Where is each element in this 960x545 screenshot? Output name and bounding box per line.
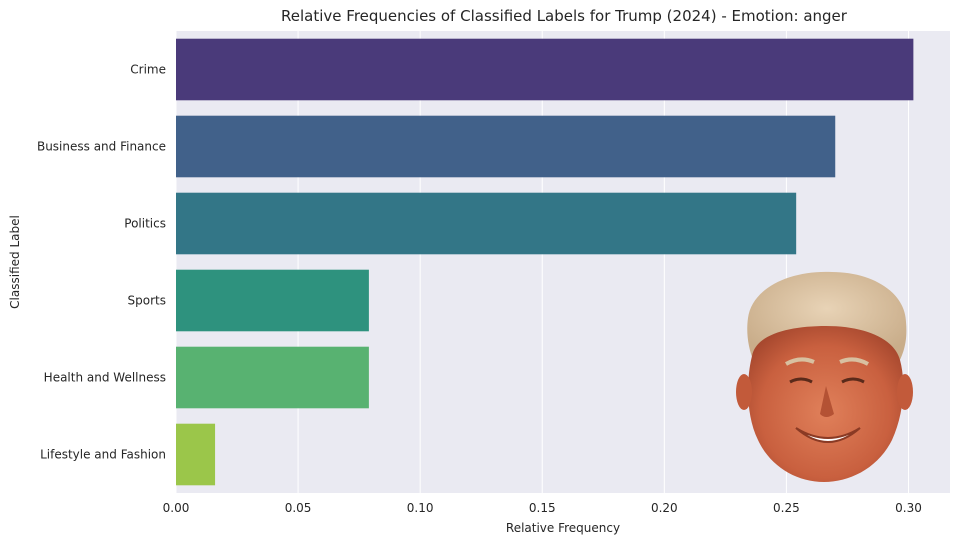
x-tick-labels: 0.00 0.05 0.10 0.15 0.20 0.25 0.30 [163, 501, 922, 515]
x-tick-label: 0.10 [407, 501, 434, 515]
face-photo [736, 271, 913, 482]
x-tick-label: 0.15 [529, 501, 556, 515]
y-axis-label: Classified Label [8, 215, 22, 309]
x-tick-label: 0.05 [285, 501, 312, 515]
bar [176, 346, 369, 409]
y-tick-label: Health and Wellness [44, 371, 166, 385]
x-tick-label: 0.30 [895, 501, 922, 515]
y-tick-label: Business and Finance [37, 140, 166, 154]
y-tick-label: Crime [130, 63, 166, 77]
x-tick-label: 0.00 [163, 501, 190, 515]
x-tick-label: 0.25 [773, 501, 800, 515]
bar [176, 269, 369, 332]
bar [176, 192, 797, 255]
y-tick-labels: Crime Business and Finance Politics Sports H… [37, 63, 166, 462]
bar [176, 38, 914, 101]
x-tick-label: 0.20 [651, 501, 678, 515]
bar [176, 423, 216, 486]
bars [176, 38, 914, 486]
bar [176, 115, 836, 178]
y-tick-label: Sports [128, 294, 166, 308]
chart-title: Relative Frequencies of Classified Label… [281, 7, 848, 25]
y-tick-label: Lifestyle and Fashion [40, 448, 166, 462]
x-axis-label: Relative Frequency [506, 521, 620, 535]
y-tick-label: Politics [124, 217, 166, 231]
